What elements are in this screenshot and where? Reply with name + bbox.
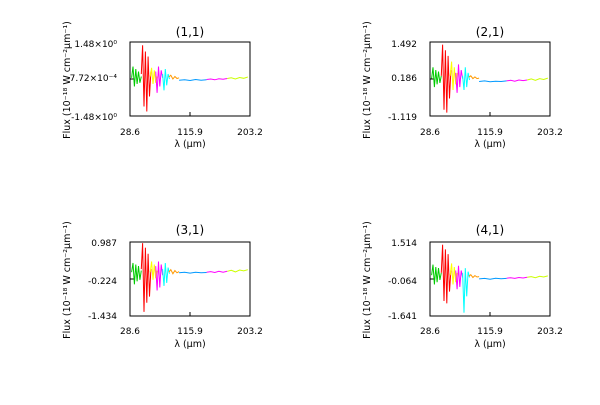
series-line-5 <box>162 68 170 91</box>
y-tick-label-mid: -7.72×10⁻⁴ <box>66 74 117 84</box>
series-line-9 <box>527 77 548 81</box>
series-line-7 <box>479 277 507 280</box>
series-line-1 <box>431 67 442 88</box>
series-line-2 <box>140 45 152 112</box>
y-axis-label: Flux (10⁻¹⁸ W cm⁻²μm⁻¹) <box>62 221 73 339</box>
x-tick-label-mid: 115.9 <box>477 128 503 138</box>
series-line-6 <box>468 75 480 80</box>
series-line-5 <box>162 262 170 286</box>
chart-panel-1-1: (1,1) 1.48×10⁰ -7.72×10⁻⁴ -1.48×10⁰ 28.6… <box>62 21 263 150</box>
x-tick-labels: 28.6 115.9 203.2 <box>120 327 263 337</box>
x-tick-label-min: 28.6 <box>120 327 140 337</box>
y-tick-label-top: 1.514 <box>391 239 417 249</box>
series-line-9 <box>527 275 548 279</box>
series-line-4 <box>455 64 464 93</box>
series-line-2 <box>440 244 452 304</box>
x-tick-label-mid: 115.9 <box>477 327 503 337</box>
y-tick-label-mid: 0.186 <box>391 74 417 84</box>
x-tick-label-mid: 115.9 <box>177 327 203 337</box>
y-tick-label-top: 1.48×10⁰ <box>74 40 117 50</box>
series-line-7 <box>179 78 207 82</box>
plot-marks <box>429 41 551 117</box>
x-tick-label-max: 203.2 <box>537 128 563 138</box>
series-line-5 <box>462 67 470 91</box>
y-axis-label: Flux (10⁻¹⁸ W cm⁻²μm⁻¹) <box>362 221 373 339</box>
series-line-5 <box>462 268 470 313</box>
series-line-6 <box>168 74 180 80</box>
series-line-8 <box>506 276 528 279</box>
y-tick-labels: 1.492 0.186 -1.119 <box>388 40 417 123</box>
y-axis-label: Flux (10⁻¹⁸ W cm⁻²μm⁻¹) <box>62 21 73 139</box>
x-tick-label-max: 203.2 <box>237 128 263 138</box>
chart-title: (1,1) <box>176 25 204 39</box>
x-tick-label-min: 28.6 <box>420 128 440 138</box>
series-line-1 <box>131 66 142 87</box>
chart-panel-3-1: (3,1) 0.987 -0.224 -1.434 28.6 115.9 203… <box>62 221 263 350</box>
y-axis-label: Flux (10⁻¹⁸ W cm⁻²μm⁻¹) <box>362 21 373 139</box>
series-line-8 <box>206 78 228 81</box>
plot-frame <box>129 241 251 317</box>
series-line-9 <box>227 269 248 273</box>
y-tick-label-mid: -0.064 <box>388 277 417 287</box>
series-line-4 <box>155 261 164 291</box>
chart-panel-2-1: (2,1) 1.492 0.186 -1.119 28.6 115.9 203.… <box>362 21 563 150</box>
series-line-8 <box>506 79 528 82</box>
x-axis-label: λ (μm) <box>474 339 505 350</box>
y-tick-label-top: 0.987 <box>91 239 117 249</box>
series-line-4 <box>455 265 464 290</box>
x-axis-label: λ (μm) <box>174 339 205 350</box>
x-tick-label-min: 28.6 <box>120 128 140 138</box>
x-tick-label-max: 203.2 <box>237 327 263 337</box>
chart-title: (4,1) <box>476 223 504 237</box>
series-line-6 <box>468 273 480 279</box>
y-tick-label-bottom: -1.641 <box>388 312 417 322</box>
y-tick-label-top: 1.492 <box>391 40 417 50</box>
y-tick-label-mid: -0.224 <box>88 277 117 287</box>
plot-frame <box>129 41 251 117</box>
series-line-3 <box>449 263 458 285</box>
y-tick-label-bottom: -1.434 <box>88 312 117 322</box>
series-line-8 <box>206 270 228 274</box>
series-line-2 <box>440 44 452 113</box>
series-line-6 <box>168 268 180 275</box>
chart-title: (3,1) <box>176 223 204 237</box>
y-tick-labels: 1.514 -0.064 -1.641 <box>388 239 417 322</box>
x-tick-labels: 28.6 115.9 203.2 <box>420 327 563 337</box>
series-line-9 <box>227 76 248 80</box>
x-tick-labels: 28.6 115.9 203.2 <box>120 128 263 138</box>
x-axis-label: λ (μm) <box>474 139 505 150</box>
y-tick-label-bottom: -1.119 <box>388 113 417 123</box>
x-tick-labels: 28.6 115.9 203.2 <box>420 128 563 138</box>
y-tick-labels: 1.48×10⁰ -7.72×10⁻⁴ -1.48×10⁰ <box>66 40 117 123</box>
series-line-7 <box>179 271 207 274</box>
plot-frame <box>429 41 551 117</box>
x-axis-label: λ (μm) <box>174 139 205 150</box>
series-line-1 <box>131 262 142 285</box>
x-tick-label-max: 203.2 <box>537 327 563 337</box>
chart-panel-4-1: (4,1) 1.514 -0.064 -1.641 28.6 115.9 203… <box>362 221 563 350</box>
plot-marks <box>129 241 251 317</box>
x-tick-label-min: 28.6 <box>420 327 440 337</box>
y-tick-label-bottom: -1.48×10⁰ <box>71 113 117 123</box>
plot-marks <box>129 41 251 117</box>
series-line-2 <box>140 243 152 312</box>
series-line-4 <box>155 66 164 93</box>
series-line-7 <box>479 80 507 83</box>
y-tick-labels: 0.987 -0.224 -1.434 <box>88 239 117 322</box>
x-tick-label-mid: 115.9 <box>177 128 203 138</box>
chart-title: (2,1) <box>476 25 504 39</box>
plot-frame <box>429 241 551 317</box>
series-line-1 <box>431 264 442 285</box>
plot-marks <box>429 241 551 317</box>
